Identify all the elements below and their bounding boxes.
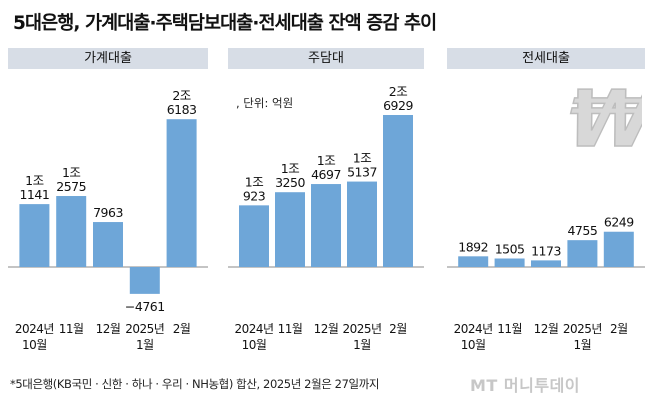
data-label: 4755: [567, 223, 597, 238]
x-tick-label: 10월: [461, 338, 486, 352]
bar: [275, 192, 305, 267]
x-tick-label: 1월: [574, 338, 592, 352]
bar: [603, 231, 634, 267]
data-label: 1조: [62, 165, 80, 180]
data-label: 1505: [495, 242, 525, 257]
panel-header-household: 가계대출: [8, 48, 208, 69]
data-label: 6249: [604, 215, 634, 230]
data-label: 5137: [347, 165, 377, 180]
panel-header-jeonse: 전세대출: [447, 48, 645, 69]
bar: [383, 115, 413, 267]
x-tick-label: 1월: [136, 338, 154, 352]
x-tick-label: 10월: [22, 338, 47, 352]
x-tick-label: 11월: [278, 322, 303, 336]
x-tick-label: 12월: [314, 322, 339, 336]
page-title: 5대은행, 가계대출·주택담보대출·전세대출 잔액 증감 추이: [13, 13, 437, 34]
data-label: 1173: [531, 243, 561, 258]
bar: [567, 240, 598, 267]
x-tick-label: 2024년: [15, 322, 54, 336]
data-label: 1141: [19, 187, 49, 202]
bar: [93, 222, 123, 267]
data-label: 7963: [93, 205, 123, 220]
unit-label: , 단위: 억원: [236, 96, 294, 110]
x-tick-label: 11월: [59, 322, 84, 336]
data-label: 923: [243, 188, 265, 203]
bar: [166, 119, 197, 267]
data-label: 1892: [458, 239, 488, 254]
data-label: 1조: [245, 174, 263, 189]
x-tick-label: 2024년: [234, 322, 273, 336]
panel-header-mortgage: 주담대: [228, 48, 424, 69]
data-label: 3250: [275, 175, 305, 190]
bar: [129, 267, 160, 294]
x-tick-label: 2024년: [454, 322, 493, 336]
bar: [347, 181, 377, 267]
won-icon: ₩: [556, 80, 642, 160]
data-label: 2조: [389, 84, 407, 99]
bar: [56, 196, 87, 267]
data-label: 1조: [353, 151, 371, 166]
x-tick-label: 10월: [242, 338, 267, 352]
data-label: −4761: [125, 299, 165, 314]
bar: [458, 256, 489, 267]
data-label: 1조: [281, 161, 299, 176]
data-label: 6929: [383, 98, 413, 113]
footnote: *5대은행(KB국민 · 신한 · 하나 · 우리 · NH농협) 합산, 20…: [10, 377, 380, 391]
x-tick-label: 11월: [497, 322, 522, 336]
x-tick-label: 2월: [389, 322, 407, 336]
data-label: 6183: [167, 102, 197, 117]
bar: [531, 260, 561, 267]
data-label: 1조: [317, 153, 335, 168]
bar: [239, 205, 269, 267]
x-tick-label: 2025년: [563, 322, 602, 336]
data-label: 1조: [25, 173, 43, 188]
x-tick-label: 1월: [353, 338, 371, 352]
x-tick-label: 2025년: [125, 322, 164, 336]
x-tick-label: 2월: [173, 322, 191, 336]
data-label: 4697: [311, 167, 341, 182]
bar: [494, 258, 525, 267]
bar: [311, 184, 341, 267]
bar: [19, 204, 50, 267]
x-tick-label: 12월: [96, 322, 121, 336]
publisher-logo: MT 머니투데이: [470, 376, 581, 395]
x-tick-label: 2025년: [342, 322, 381, 336]
data-label: 2575: [56, 179, 86, 194]
x-tick-label: 12월: [534, 322, 559, 336]
data-label: 2조: [172, 88, 190, 103]
x-tick-label: 2월: [610, 322, 628, 336]
